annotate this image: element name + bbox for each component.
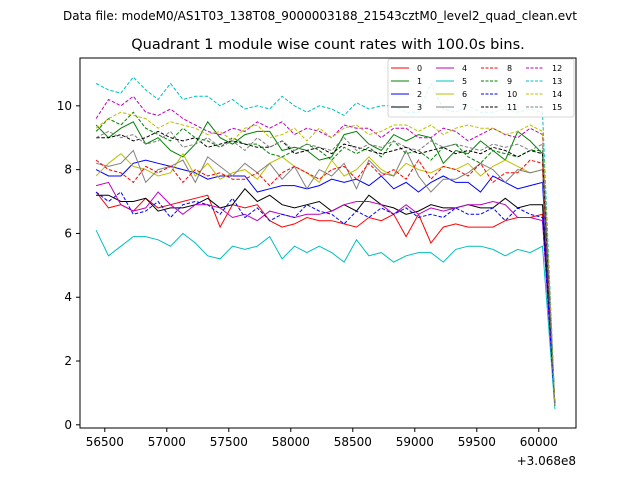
y-tick-label: 4	[64, 290, 72, 304]
series-line-8	[95, 159, 556, 406]
series-line-14	[95, 111, 556, 406]
legend-label-10: 10	[507, 90, 517, 99]
x-tick-label: 59500	[458, 435, 496, 449]
y-tick-label: 2	[64, 354, 72, 368]
series-line-6	[95, 152, 556, 406]
axes: 56500 57000 57500 58000 58500 59000 59500 60000…	[57, 57, 577, 468]
y-tick-label: 10	[57, 99, 72, 113]
legend-box	[387, 58, 575, 118]
chart-title: Quadrant 1 module wise count rates with …	[131, 37, 525, 53]
legend-label-12: 12	[552, 64, 562, 73]
legend-label-0: 0	[417, 64, 422, 73]
datafile-label: Data file: modeM0/AS1T03_138T08_90000031…	[63, 9, 577, 23]
y-tick-label: 0	[64, 418, 72, 432]
legend-label-5: 5	[462, 77, 467, 86]
legend-label-4: 4	[462, 64, 467, 73]
axes-frame	[79, 57, 577, 429]
series-line-11	[96, 130, 556, 406]
legend-label-15: 15	[552, 103, 562, 112]
series-line-5	[95, 229, 556, 409]
series-line-9	[95, 111, 556, 406]
y-tick-label: 8	[64, 163, 72, 177]
plot-area	[95, 76, 556, 409]
series-line-10	[95, 191, 556, 406]
legend-label-9: 9	[507, 77, 512, 86]
legend-label-14: 14	[552, 90, 562, 99]
series-line-12	[95, 95, 556, 406]
x-tick-label: 56500	[86, 435, 124, 449]
series-line-13	[95, 76, 556, 406]
series-line-2	[95, 159, 556, 406]
legend-label-13: 13	[552, 77, 562, 86]
y-tick-label: 6	[64, 226, 72, 240]
x-tick-label: 60000	[520, 435, 558, 449]
series-line-7	[95, 149, 556, 406]
x-tick-label: 58500	[334, 435, 372, 449]
x-tick-label: 58000	[272, 435, 310, 449]
legend-label-11: 11	[507, 103, 517, 112]
legend-label-1: 1	[417, 77, 422, 86]
x-tick-label: 59000	[396, 435, 434, 449]
legend-label-7: 7	[462, 103, 467, 112]
legend-label-2: 2	[417, 90, 422, 99]
series-line-0	[95, 191, 556, 406]
series-line-15	[95, 130, 556, 406]
legend-label-3: 3	[417, 103, 422, 112]
x-offset-label: +3.068e8	[517, 454, 576, 468]
legend-label-6: 6	[462, 90, 467, 99]
series-line-1	[95, 120, 556, 406]
series-line-4	[95, 181, 556, 406]
x-tick-label: 57000	[148, 435, 186, 449]
legend-label-8: 8	[507, 64, 512, 73]
series-line-3	[96, 188, 556, 406]
x-tick-label: 57500	[210, 435, 248, 449]
